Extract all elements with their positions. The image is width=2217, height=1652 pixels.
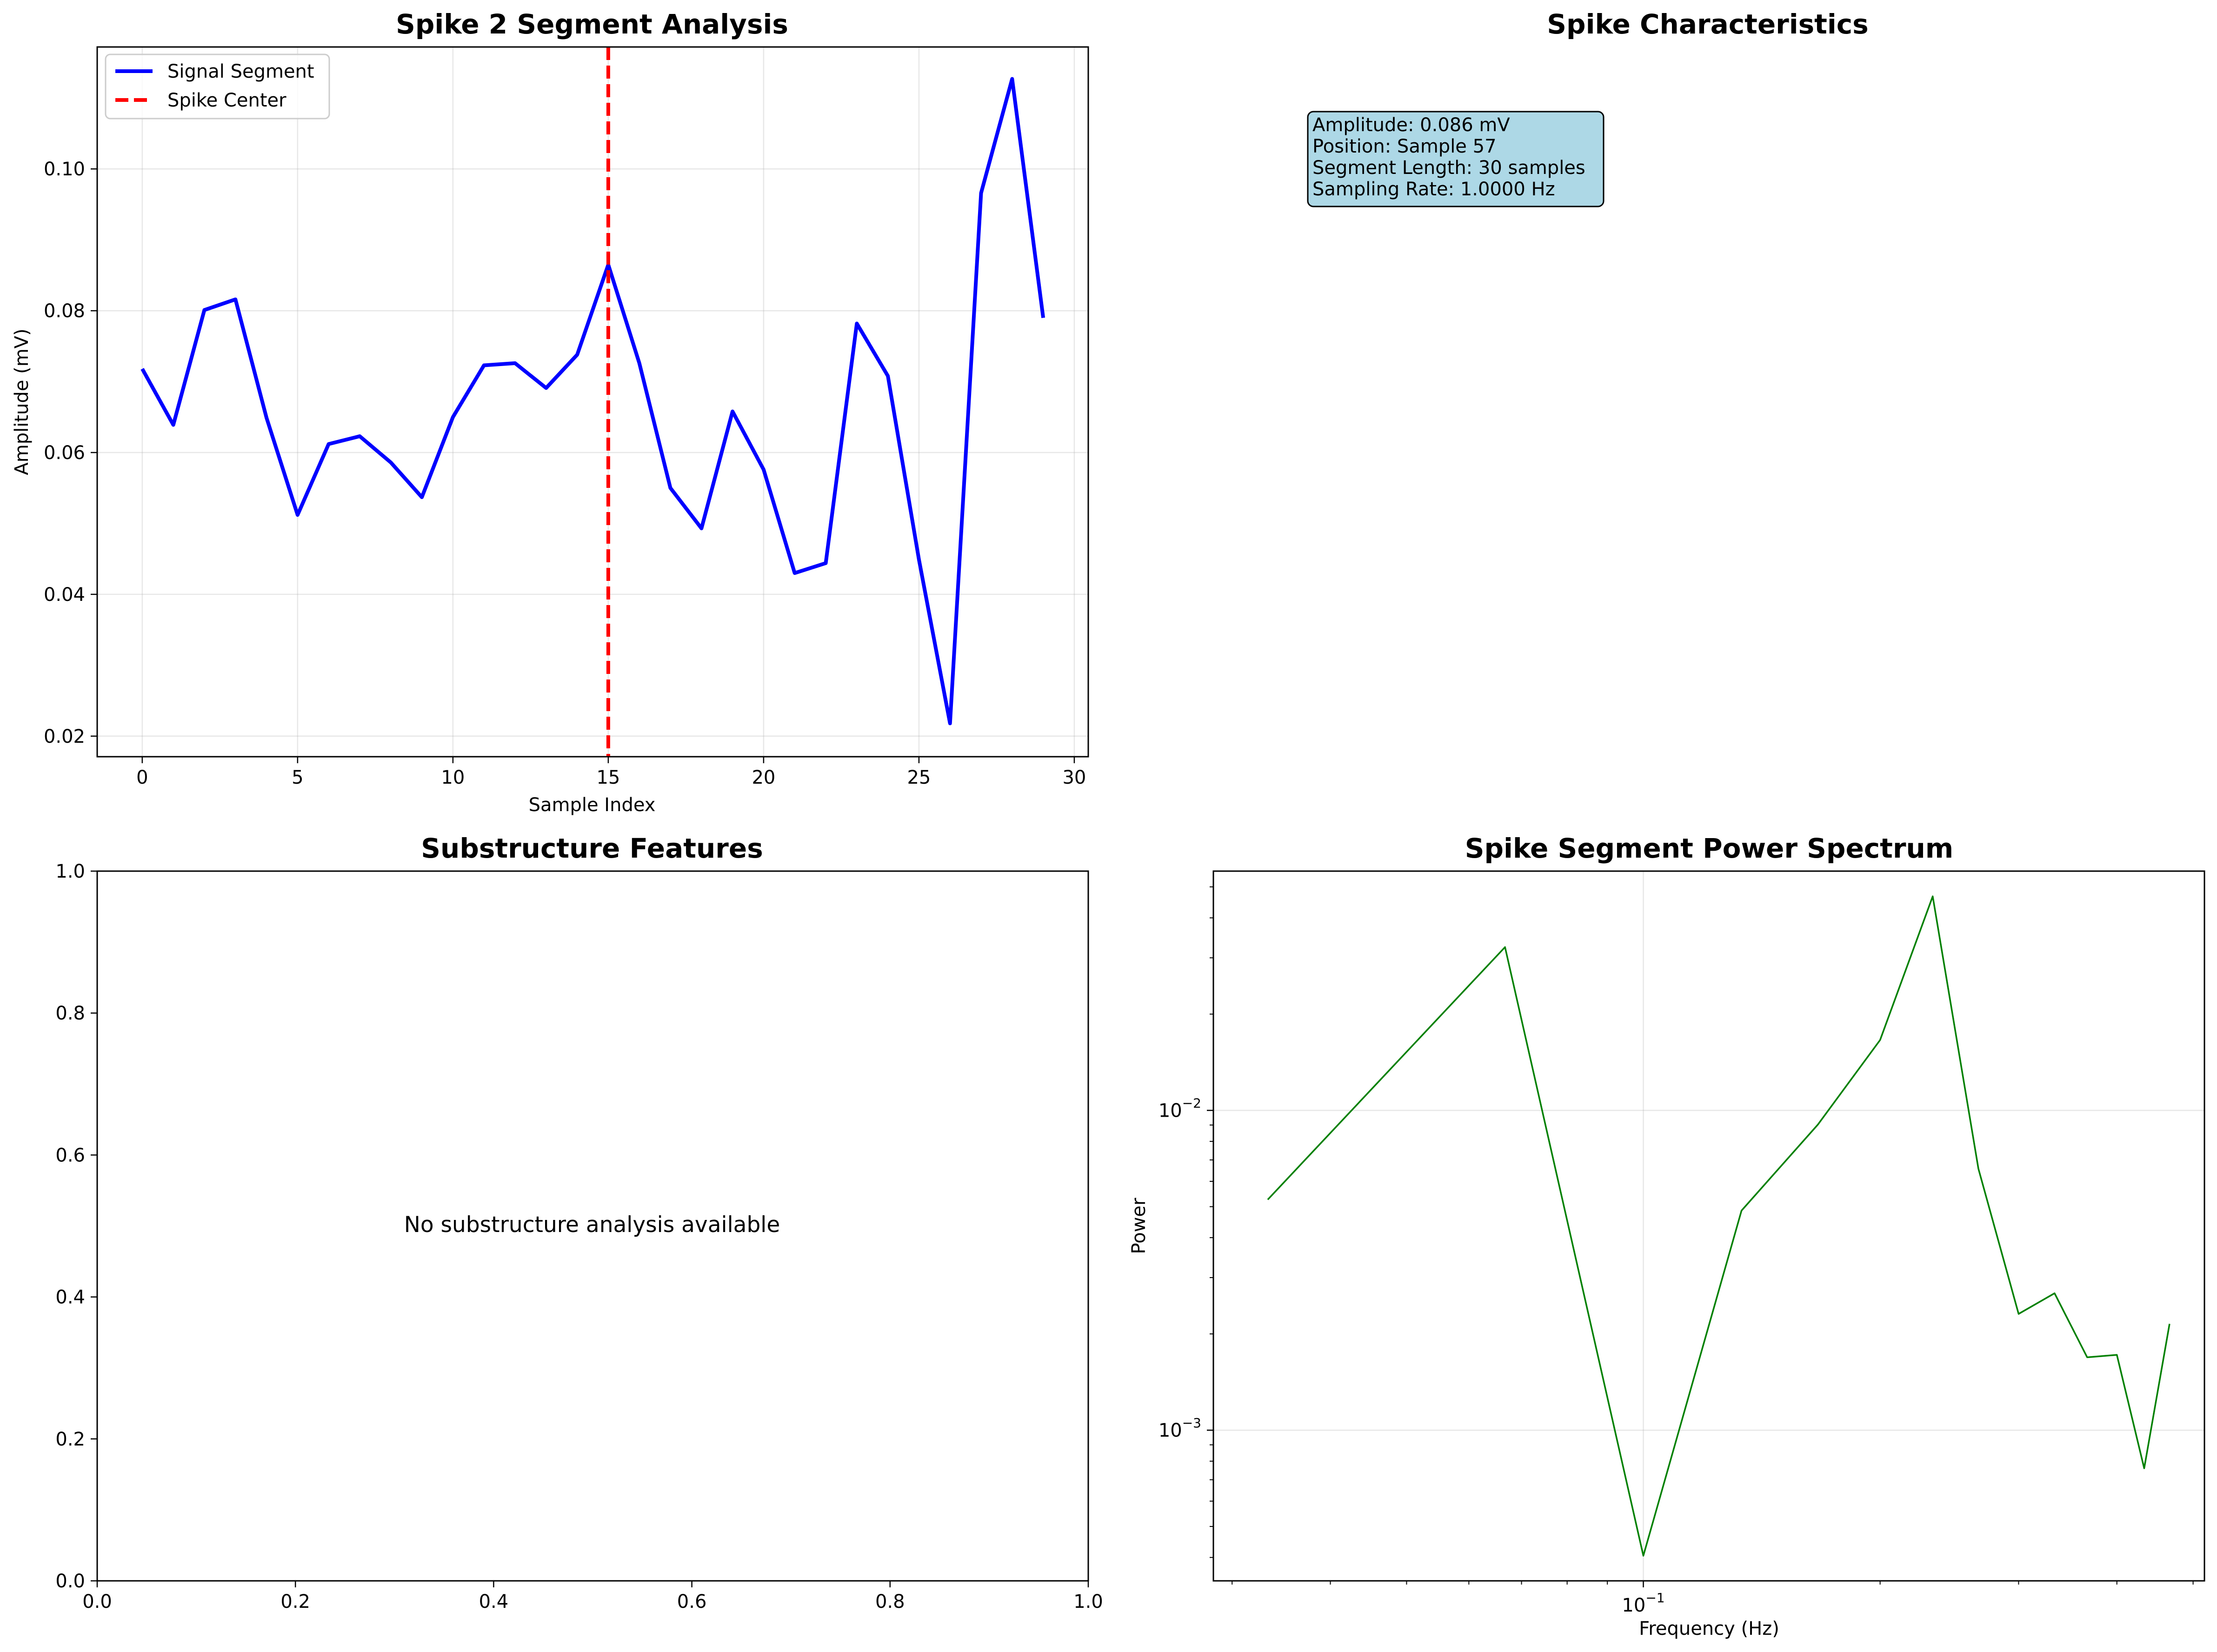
- characteristics-box: [1307, 111, 1604, 207]
- p4-ytick-label: 10−2: [1158, 1095, 1201, 1121]
- characteristics-line-sampling-rate: Sampling Rate: 1.0000 Hz: [1312, 179, 1555, 200]
- p3-xtick-label: 0.8: [875, 1591, 905, 1612]
- p1-ytick-label: 0.10: [44, 159, 85, 180]
- panel-power-spectrum: Spike Segment Power Spectrum 10−110−310−…: [1128, 833, 2205, 1639]
- p3-xtick-label: 0.0: [82, 1591, 112, 1612]
- p1-xtick-label: 15: [596, 767, 620, 788]
- p1-ticks: 0 5 10 15 20 25 30 0.02 0.04 0.06 0.08 0.10: [44, 159, 1086, 788]
- p1-ytick-label: 0.08: [44, 300, 85, 322]
- legend-label-signal: Signal Segment: [167, 61, 314, 82]
- p1-axes-frame: [96, 46, 1089, 758]
- p3-ytick-label: 1.0: [55, 861, 85, 882]
- p4-axes-frame: [1212, 870, 2205, 1582]
- p3-ytick-label: 0.2: [55, 1429, 85, 1450]
- p1-xtick-label: 30: [1062, 767, 1086, 788]
- p3-xtick-label: 0.2: [280, 1591, 310, 1612]
- p1-ytick-label: 0.04: [44, 584, 85, 606]
- p1-legend: Signal Segment Spike Center: [105, 53, 330, 120]
- p3-xtick-label: 0.4: [479, 1591, 509, 1612]
- p4-ticks: 10−1 10−3 10−2: [1158, 886, 2194, 1616]
- p3-ytick-label: 0.0: [55, 1571, 85, 1592]
- p1-xtick-label: 20: [752, 767, 775, 788]
- p4-ylabel: Power: [1128, 1198, 1150, 1254]
- p1-grid: [97, 47, 1088, 757]
- p1-title: Spike 2 Segment Analysis: [396, 8, 788, 40]
- p4-xtick-label: 10−1: [1622, 1590, 1664, 1616]
- p3-ytick-label: 0.8: [55, 1003, 85, 1024]
- panel-spike-characteristics: Spike Characteristics Amplitude: 0.086 m…: [1307, 8, 1869, 207]
- p4-title: Spike Segment Power Spectrum: [1465, 833, 1953, 864]
- characteristics-line-segment-length: Segment Length: 30 samples: [1312, 157, 1585, 179]
- p4-ytick-label: 10−3: [1158, 1415, 1201, 1441]
- p1-xtick-label: 0: [136, 767, 148, 788]
- p1-ytick-label: 0.06: [44, 442, 85, 464]
- characteristics-line-position: Position: Sample 57: [1312, 136, 1497, 157]
- p3-ytick-label: 0.6: [55, 1145, 85, 1166]
- p1-xtick-label: 25: [907, 767, 931, 788]
- p1-xlabel: Sample Index: [529, 794, 656, 816]
- p3-ticks: 0.0 0.2 0.4 0.6 0.8 1.0 0.0 0.2 0.4 0.6 0.8 1.0: [55, 861, 1103, 1612]
- p3-xtick-label: 1.0: [1073, 1591, 1103, 1612]
- legend-label-spike-center: Spike Center: [167, 90, 286, 111]
- p3-axes-frame: [96, 870, 1089, 1582]
- p4-grid: [1213, 871, 2204, 1581]
- p2-title: Spike Characteristics: [1547, 8, 1868, 40]
- panel-substructure-features: Substructure Features 0.0 0.2 0.4 0.6 0.8 1.0…: [55, 833, 1103, 1612]
- p1-ylabel: Amplitude (mV): [11, 328, 33, 475]
- p3-ytick-label: 0.4: [55, 1287, 85, 1308]
- no-substructure-message: No substructure analysis available: [404, 1212, 780, 1238]
- panel-segment-analysis: Spike 2 Segment Analysis 0 5 10 15 20 25 30 0.0…: [11, 8, 1089, 816]
- p3-xtick-label: 0.6: [677, 1591, 707, 1612]
- p1-xtick-label: 5: [292, 767, 303, 788]
- p1-xtick-label: 10: [441, 767, 465, 788]
- p4-xlabel: Frequency (Hz): [1639, 1618, 1779, 1639]
- signal-segment-line: [140, 77, 1045, 726]
- characteristics-line-amplitude: Amplitude: 0.086 mV: [1312, 114, 1510, 136]
- p1-ytick-label: 0.02: [44, 726, 85, 747]
- legend-box: [105, 53, 330, 120]
- power-spectrum-line: [1267, 895, 2170, 1557]
- p3-title: Substructure Features: [421, 833, 763, 864]
